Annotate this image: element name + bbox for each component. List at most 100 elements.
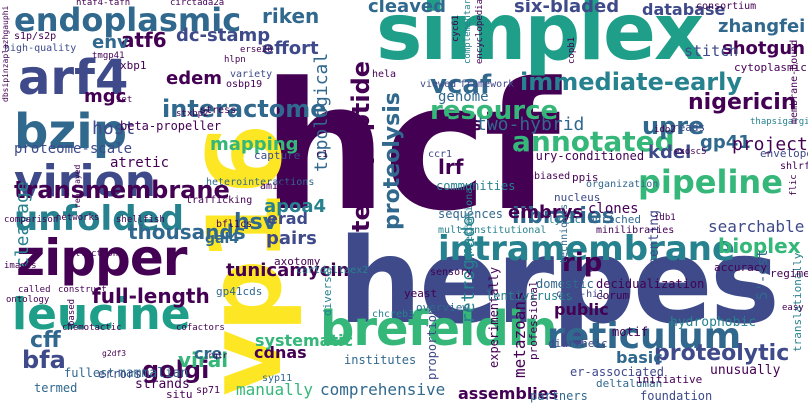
- word-unbiased: unbiased: [522, 171, 571, 182]
- word-clones: clones: [588, 201, 639, 217]
- word-proteolytic: proteolytic: [654, 341, 790, 366]
- word-based: based: [67, 298, 77, 326]
- word-circtada2a: circtada2a: [170, 0, 225, 8]
- word-partners: partners: [530, 389, 588, 403]
- word-stress: stress: [200, 105, 237, 116]
- word-easy: easy: [782, 303, 804, 313]
- word-upre: upre: [642, 112, 705, 140]
- word-networks: networks: [56, 213, 100, 223]
- word-high-quality: high-quality: [4, 43, 77, 54]
- word-bioplex: bioplex: [718, 234, 801, 258]
- word-searchable: searchable: [708, 217, 805, 236]
- word-nigericin: nigericin: [688, 90, 797, 115]
- word-vcaf: vcaf: [430, 70, 492, 100]
- word-variety: variety: [230, 69, 273, 80]
- word-experimentally: experimentally: [487, 266, 501, 368]
- word-metazoans: metazoans: [510, 291, 529, 378]
- word-proteome-scale: proteome-scale: [14, 141, 133, 157]
- word-yeast: yeast: [404, 287, 438, 300]
- word-apoa4: apoa4: [264, 196, 327, 217]
- word-annotated: annotated: [512, 125, 675, 158]
- word-mgc: mgc: [84, 86, 127, 107]
- word-organization: organization: [586, 179, 659, 190]
- word-proportion: proportion: [425, 307, 439, 380]
- word-shellfish: shellfish: [116, 215, 165, 225]
- word-set: set: [116, 95, 133, 105]
- word-immediate-early: immediate-early: [520, 68, 743, 96]
- word-reads: reads: [672, 121, 706, 134]
- word-stitch: stitch: [684, 42, 739, 60]
- word-chcreb3: chcreb3: [372, 309, 415, 320]
- word-intramembrane: intramembrane: [438, 229, 736, 269]
- word-public: public: [554, 300, 609, 319]
- word-zhangfei: zhangfei: [718, 16, 806, 37]
- word-tmgp41: tmgp41: [92, 51, 125, 61]
- word-cartdeltaex2: cartdeltaex2: [296, 265, 369, 276]
- word-bfa: bfa: [22, 346, 66, 374]
- word-ccsb-hi1: ccsb-hi1: [556, 289, 605, 300]
- word-viral: viral: [178, 348, 229, 372]
- word-ppis: ppis: [572, 171, 599, 184]
- word-sequences: sequences: [438, 207, 504, 221]
- word-construct: construct: [58, 285, 107, 295]
- word-hela: hela: [372, 69, 397, 80]
- word-stxbp2: stxbp2: [176, 109, 209, 119]
- word-mapping: mapping: [210, 134, 299, 155]
- word-atretic: atretic: [110, 155, 170, 171]
- word-chemotactic: chemotactic: [62, 323, 122, 333]
- word-called: called: [18, 285, 51, 295]
- word-proteolysis: proteolysis: [380, 92, 405, 230]
- word-c1: c1: [316, 149, 329, 160]
- word-membrane-bound: membrane-bound: [789, 39, 800, 124]
- word-initiative: initiative: [636, 373, 703, 386]
- word-manually: manually: [236, 380, 314, 399]
- word-g2df3: g2df3: [102, 349, 127, 358]
- word-complementary: complementary: [463, 0, 473, 64]
- word-tetrapeptide: tetrapeptide: [347, 60, 375, 232]
- word-brefeldin: brefeldin: [320, 301, 557, 357]
- word-fullest: fullest: [64, 366, 115, 380]
- word-decidualization: decidualization: [596, 277, 705, 291]
- word-motif: motif: [612, 325, 649, 339]
- word-endoplasmic: endoplasmic: [14, 1, 242, 39]
- word-virion: virion: [14, 156, 157, 207]
- word-thousands: thousands: [128, 220, 246, 244]
- word-systematic: systematic: [255, 331, 354, 350]
- word-embrys: embrys: [508, 202, 584, 223]
- word-strands: strands: [135, 377, 190, 392]
- word-axotomy: axotomy: [274, 255, 321, 268]
- word-cre: cre: [194, 344, 223, 363]
- word-atf6: atf6: [121, 28, 167, 52]
- word-riken: riken: [262, 4, 320, 28]
- word-unfolded: unfolded: [14, 199, 184, 239]
- word-diverse: diverse: [321, 269, 334, 316]
- word-six-bladed: six-bladed: [514, 0, 620, 17]
- word-nucleus: nucleus: [554, 191, 601, 204]
- word-amino: amino: [260, 181, 291, 192]
- word-corum: corum: [596, 289, 630, 302]
- word-techniques: techniques: [559, 203, 570, 264]
- word-gp41: gp41: [700, 132, 751, 153]
- word-hsv: hsv: [234, 210, 278, 235]
- word-hcf: hcf: [262, 45, 560, 250]
- word-termed: termed: [34, 381, 78, 395]
- word-5-est: 5'-est: [755, 249, 771, 300]
- word-effort: effort: [262, 38, 319, 59]
- word-env: env: [92, 32, 129, 53]
- word-envelope: envelope: [760, 147, 808, 160]
- word-idb2: idb2: [654, 125, 676, 135]
- word-overview: overview: [416, 301, 469, 314]
- word-institutes: institutes: [344, 353, 417, 367]
- word-collections: collections: [64, 249, 124, 259]
- word-errors: errors: [98, 367, 142, 381]
- word-mammalian: mammalian: [118, 366, 189, 381]
- word-osbp19: osbp19: [226, 79, 263, 90]
- word-project: project: [732, 134, 808, 155]
- word-erse26: erse26: [240, 45, 273, 55]
- word-transmembrane: transmembrane: [14, 176, 230, 204]
- word-lytic: lytic: [548, 213, 582, 226]
- word-comparison: comparison: [4, 215, 59, 225]
- word-idb1: idb1: [654, 213, 676, 223]
- word-images: images: [4, 261, 37, 271]
- word-virus: virus: [432, 114, 483, 135]
